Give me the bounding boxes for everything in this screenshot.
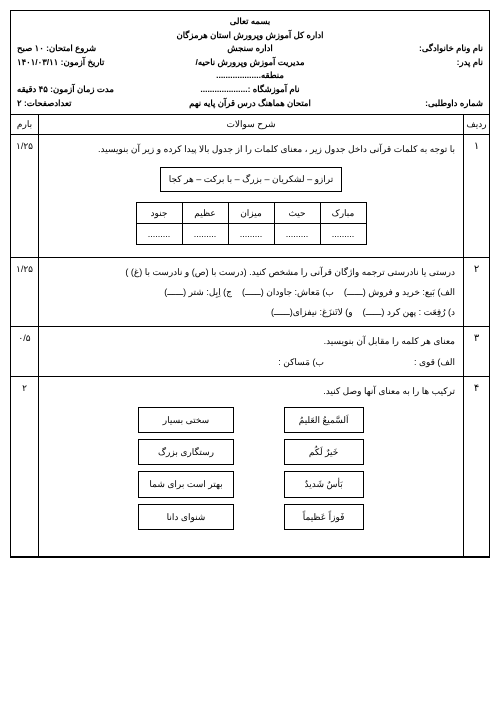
q1-b1: ......... [320, 223, 366, 244]
date-label: تاریخ آزمون: ۱۴۰۱/۰۳/۱۱ [17, 56, 172, 83]
q1-b4: ......... [182, 223, 228, 244]
q4-l1: سختی بسیار [138, 407, 233, 433]
q3-score: ۰/۵ [11, 327, 39, 375]
q1-h5: جنود [136, 202, 182, 223]
q4-l2: رستگاری بزرگ [138, 439, 233, 465]
q4-r4: فَوزاً عَظیماً [284, 504, 364, 530]
col-body-header: شرح سوالات [39, 115, 463, 134]
q3-opt-b: ب) مَساکن : [278, 354, 324, 370]
org-line-3: مدیریت آموزش وپرورش ناحیه/منطقه.........… [172, 56, 327, 83]
q1-num: ۱ [463, 135, 489, 257]
q1-b2: ......... [274, 223, 320, 244]
q2-num: ۲ [463, 258, 489, 327]
org-line-2: اداره سنجش [172, 42, 327, 56]
q4-left-col: سختی بسیار رستگاری بزرگ بهتر است برای شم… [138, 407, 233, 530]
q3-text: معنای هر کلمه را مقابل آن بنویسید. [47, 333, 455, 349]
q1-h3: میزان [228, 202, 274, 223]
q1-word-bank: ترازو – لشکریان – بزرگ – با برکت – هر کج… [160, 167, 343, 191]
exam-page: بسمه تعالی اداره کل آموزش وپرورش استان ه… [10, 10, 490, 558]
q1-b5: ......... [136, 223, 182, 244]
q1-score: ۱/۲۵ [11, 135, 39, 257]
q4-r1: اَلسَّمیعُ العَلیمُ [284, 407, 364, 433]
q1-text: با توجه به کلمات قرآنی داخل جدول زیر ، م… [47, 141, 455, 157]
col-score-header: بارم [11, 115, 39, 134]
question-3: ۳ معنای هر کلمه را مقابل آن بنویسید. الف… [11, 327, 489, 376]
q4-right-col: اَلسَّمیعُ العَلیمُ خَیرٌ لَکُم بَأسٌ شَ… [284, 407, 364, 530]
bismillah: بسمه تعالی [172, 15, 327, 29]
duration-label: مدت زمان آزمون: ۴۵ دقیقه [17, 83, 172, 97]
q2-opt-b: ب) مَعاش: جاودان (ــــــ) [242, 284, 334, 300]
q4-r2: خَیرٌ لَکُم [284, 439, 364, 465]
q4-text: ترکیب ها را به معنای آنها وصل کنید. [47, 383, 455, 399]
q2-opt-a: الف) بَیع: خرید و فروش (ــــــ) [344, 284, 455, 300]
q4-score: ۲ [11, 377, 39, 556]
org-line-1: اداره کل آموزش وپرورش استان هرمزگان [172, 29, 327, 43]
question-1: ۱ با توجه به کلمات قرآنی داخل جدول زیر ،… [11, 135, 489, 258]
school-label: نام آموزشگاه :.................... [172, 83, 327, 97]
q1-table: مبارک حیث میزان عظیم جنود ......... ....… [136, 202, 367, 245]
name-label: نام ونام خانوادگی: [328, 42, 483, 56]
q4-match: اَلسَّمیعُ العَلیمُ خَیرٌ لَکُم بَأسٌ شَ… [47, 407, 455, 530]
q4-l3: بهتر است برای شما [138, 471, 233, 497]
q4-l4: شنوای دانا [138, 504, 233, 530]
start-label: شروع امتحان: ۱۰ صبح [17, 42, 172, 56]
column-headers: ردیف شرح سوالات بارم [11, 115, 489, 135]
father-label: نام پدر: [328, 56, 483, 83]
q2-text: درستی یا نادرستی ترجمه واژگان قرآنی را م… [47, 264, 455, 280]
pages-label: تعدادصفحات: ۲ [17, 97, 172, 111]
q2-score: ۱/۲۵ [11, 258, 39, 327]
question-4: ۴ ترکیب ها را به معنای آنها وصل کنید. اَ… [11, 377, 489, 557]
q1-h2: حیث [274, 202, 320, 223]
col-num-header: ردیف [463, 115, 489, 134]
q1-b3: ......... [228, 223, 274, 244]
exam-title: امتحان هماهنگ درس قرآن پایه نهم [172, 97, 327, 111]
q3-opt-a: الف) قوی : [414, 354, 455, 370]
header: بسمه تعالی اداره کل آموزش وپرورش استان ه… [11, 11, 489, 115]
q2-opt-e: و) لاتَنزَغ: نیفزای(ــــــ) [271, 304, 353, 320]
q2-opt-d: د) رُفِعَت : پهن کرد (ــــــ) [363, 304, 455, 320]
q1-h1: مبارک [320, 202, 366, 223]
cand-label: شماره داوطلبی: [328, 97, 483, 111]
q2-opt-c: ج) اِبِل: شتر (ــــــ) [164, 284, 232, 300]
question-2: ۲ درستی یا نادرستی ترجمه واژگان قرآنی را… [11, 258, 489, 328]
q4-num: ۴ [463, 377, 489, 556]
q3-num: ۳ [463, 327, 489, 375]
q4-r3: بَأسٌ شَدیدٌ [284, 471, 364, 497]
q1-h4: عظیم [182, 202, 228, 223]
